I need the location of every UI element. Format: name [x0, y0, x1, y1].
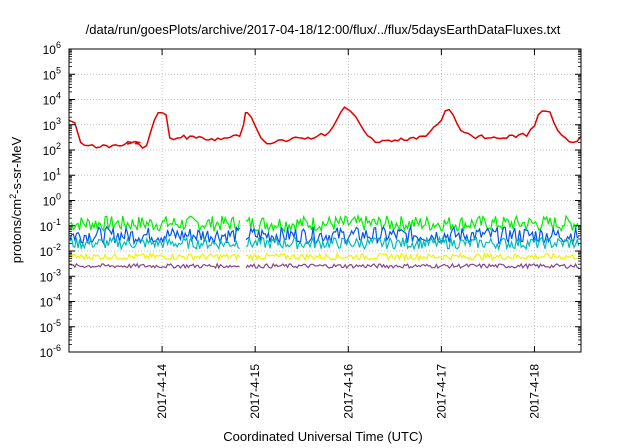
y-tick-exponent: 5: [56, 65, 61, 75]
y-tick-label: 100: [43, 192, 61, 209]
y-tick-exponent: -1: [53, 217, 61, 227]
y-tick-base: 10: [40, 245, 54, 259]
series-line: [68, 106, 582, 149]
y-tick-base: 10: [40, 321, 54, 335]
y-axis-label: protons/cm2-s-sr-MeV: [8, 136, 24, 263]
y-tick-base: 10: [43, 169, 57, 183]
y-tick-label: 101: [43, 166, 61, 183]
y-tick-label: 10-1: [40, 217, 61, 234]
series-line: [69, 262, 579, 270]
series-line: [69, 251, 580, 262]
y-tick-base: 10: [43, 94, 57, 108]
y-tick-base: 10: [43, 195, 57, 209]
y-tick-label: 105: [43, 65, 61, 82]
x-tick-label: 2017-4-16: [341, 364, 355, 419]
axis-ticks: [69, 48, 581, 353]
y-axis-label-sup: 2: [8, 194, 18, 199]
y-tick-exponent: -5: [53, 318, 61, 328]
y-tick-label: 10-4: [40, 293, 61, 310]
y-tick-base: 10: [40, 346, 54, 360]
y-tick-label: 10-6: [40, 343, 61, 360]
y-tick-exponent: 0: [56, 192, 61, 202]
chart-title: /data/run/goesPlots/archive/2017-04-18/1…: [86, 22, 561, 37]
y-tick-exponent: 2: [56, 141, 61, 151]
x-axis-label: Coordinated Universal Time (UTC): [223, 429, 422, 444]
y-tick-exponent: -4: [53, 293, 61, 303]
y-tick-label: 106: [43, 40, 61, 57]
x-tick-label: 2017-4-14: [155, 364, 169, 419]
y-tick-exponent: -6: [53, 343, 61, 353]
y-tick-label: 10-3: [40, 267, 61, 284]
x-tick-label: 2017-4-17: [434, 364, 448, 419]
series-line: [69, 213, 580, 234]
y-tick-exponent: 4: [56, 91, 61, 101]
x-tick-label: 2017-4-18: [527, 364, 541, 419]
y-tick-label: 102: [43, 141, 61, 158]
y-axis-label-main: protons/cm: [9, 199, 24, 263]
y-tick-base: 10: [43, 144, 57, 158]
y-tick-exponent: 3: [56, 116, 61, 126]
y-tick-exponent: 1: [56, 166, 61, 176]
y-tick-base: 10: [43, 119, 57, 133]
y-tick-exponent: 6: [56, 40, 61, 50]
y-tick-base: 10: [43, 68, 57, 82]
series-line: [69, 235, 580, 252]
y-tick-label: 10-2: [40, 242, 61, 259]
y-tick-base: 10: [40, 296, 54, 310]
grid-lines: [69, 49, 581, 352]
y-tick-base: 10: [43, 43, 57, 57]
y-axis-label-rest: -s-sr-MeV: [9, 136, 24, 193]
y-tick-label: 10-5: [40, 318, 61, 335]
y-tick-base: 10: [40, 270, 54, 284]
y-tick-base: 10: [40, 220, 54, 234]
y-tick-label: 103: [43, 116, 61, 133]
y-tick-labels: 10-610-510-410-310-210-11001011021031041…: [40, 40, 61, 360]
y-tick-exponent: -2: [53, 242, 61, 252]
series-layer: [68, 106, 582, 270]
x-tick-label: 2017-4-15: [248, 364, 262, 419]
x-tick-labels: 2017-4-14 2017-4-15 2017-4-16 2017-4-17 2017…: [155, 364, 541, 419]
y-tick-label: 104: [43, 91, 61, 108]
y-tick-exponent: -3: [53, 267, 61, 277]
